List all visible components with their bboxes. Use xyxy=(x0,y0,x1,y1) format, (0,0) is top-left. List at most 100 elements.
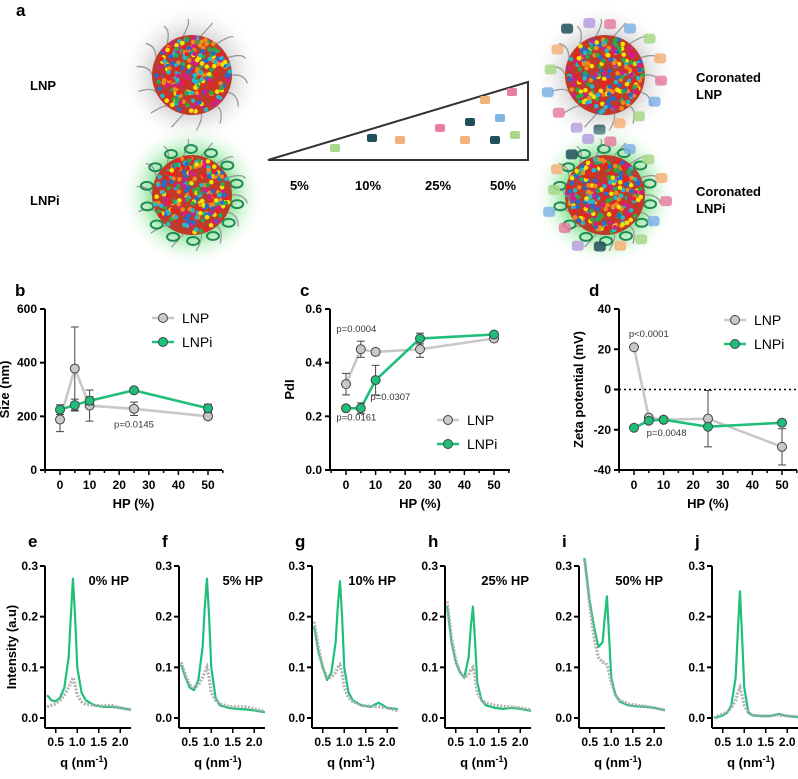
lipid-dot xyxy=(603,104,608,110)
protein-icon xyxy=(367,134,377,142)
panel-title: 50% HP xyxy=(615,573,663,588)
y-tick-label: 40 xyxy=(598,302,612,316)
x-tick-label: 1.0 xyxy=(469,735,486,749)
lipid-dot xyxy=(621,52,627,57)
lnpi-curve xyxy=(180,577,265,714)
panel-letter-j: j xyxy=(694,532,700,551)
lipid-dot xyxy=(157,212,163,218)
panel-title: 0% HP xyxy=(89,573,130,588)
lipid-dot xyxy=(164,175,170,181)
lipid-dot xyxy=(628,188,634,194)
lipid-dot xyxy=(197,100,202,105)
lipid-dot xyxy=(619,74,625,80)
y-tick-label: 0.0 xyxy=(21,711,38,725)
lipid-dot xyxy=(628,59,634,65)
lnpi-curve xyxy=(313,580,398,711)
x-axis-title-superscript: -1 xyxy=(763,754,771,764)
label-coronated-lnp-line2: LNP xyxy=(696,87,722,102)
lipid-dot xyxy=(176,184,181,189)
x-tick-label: 50 xyxy=(775,478,789,492)
lipid-dot xyxy=(195,66,200,72)
lipid-dot xyxy=(204,187,209,193)
corona-protein xyxy=(635,234,648,245)
lipid-dot xyxy=(601,76,607,82)
lipid-dot xyxy=(164,98,170,103)
peg-chain xyxy=(595,18,603,37)
lipid-dot xyxy=(633,68,638,73)
lipid-dot xyxy=(181,169,187,174)
x-axis-title: q (nm-1) xyxy=(60,754,108,770)
y-tick-label: 0.3 xyxy=(555,559,572,573)
lipid-dot xyxy=(607,84,612,90)
x-tick-label: 10 xyxy=(83,478,97,492)
lipid-dot xyxy=(204,41,209,47)
lipid-dot xyxy=(161,182,167,188)
data-point xyxy=(415,344,425,355)
lipid-dot xyxy=(606,91,612,97)
lipid-dot xyxy=(586,95,592,101)
data-point xyxy=(489,329,499,340)
lipid-dot xyxy=(173,162,179,168)
lipid-dot xyxy=(628,208,634,213)
x-tick-label: 0.5 xyxy=(581,735,598,749)
lipid-dot xyxy=(629,175,634,181)
lipid-dot xyxy=(594,40,599,45)
pct-50: 50% xyxy=(490,178,516,193)
data-point xyxy=(203,403,213,414)
peg-chain xyxy=(150,105,168,114)
lipid-dot xyxy=(575,204,580,210)
lipid-dot xyxy=(593,222,599,227)
lipid-dot xyxy=(628,92,634,97)
lipid-dot xyxy=(172,171,178,177)
lipid-dot xyxy=(625,176,630,182)
lipid-dot xyxy=(166,194,171,199)
y-tick-label: -20 xyxy=(594,423,612,437)
x-tick-label: 40 xyxy=(458,478,472,492)
data-point xyxy=(777,417,787,428)
lipid-dot xyxy=(613,79,619,85)
lipid-dot xyxy=(636,179,641,185)
data-point xyxy=(643,415,654,426)
protein-icon xyxy=(435,124,445,132)
lipid-dot xyxy=(585,203,590,209)
lipid-dot xyxy=(157,64,163,70)
lipid-dot xyxy=(175,77,180,83)
lipid-dot xyxy=(166,210,171,216)
chart-b: b 0 200 400 600 0 10 20 30 40 50 HP (%) Size (nm) LNP… xyxy=(0,281,224,511)
heparin-strand xyxy=(221,217,236,228)
lipid-dot xyxy=(566,66,572,71)
x-tick-label: 0 xyxy=(57,478,64,492)
lipid-dot xyxy=(182,44,188,49)
heparin-strand xyxy=(599,235,614,246)
lipid-dot xyxy=(626,195,632,201)
lipid-dot xyxy=(621,201,627,207)
lipid-dot xyxy=(190,98,196,103)
x-tick-label: 1.5 xyxy=(90,735,107,749)
x-tick-label: 20 xyxy=(113,478,127,492)
lipid-dot xyxy=(179,65,185,71)
lipid-dot xyxy=(588,77,594,83)
lipid-dot xyxy=(202,159,207,165)
lipid-dot xyxy=(175,208,180,214)
lipid-dot xyxy=(178,80,184,86)
lipid-dot xyxy=(204,64,210,69)
heparin-strand xyxy=(220,160,235,171)
lipid-dot xyxy=(157,86,162,91)
lipid-dot xyxy=(174,53,179,58)
lipid-dot xyxy=(192,72,198,78)
lipid-dot xyxy=(612,186,618,192)
x-axis-title-end: ) xyxy=(371,755,375,770)
series-lnpi xyxy=(341,329,499,415)
lipid-dot xyxy=(614,42,619,48)
data-point xyxy=(370,346,381,357)
lipid-dot xyxy=(181,222,187,228)
y-tick-label: 0.2 xyxy=(155,610,172,624)
lipid-dot xyxy=(624,64,629,70)
lipid-dot xyxy=(587,194,593,200)
x-tick-label: 30 xyxy=(716,478,730,492)
lipid-dot xyxy=(637,62,642,68)
lipid-dot xyxy=(180,40,185,46)
lipid-dot xyxy=(614,87,620,93)
x-tick-label: 20 xyxy=(687,478,701,492)
lipid-dot xyxy=(613,37,618,42)
